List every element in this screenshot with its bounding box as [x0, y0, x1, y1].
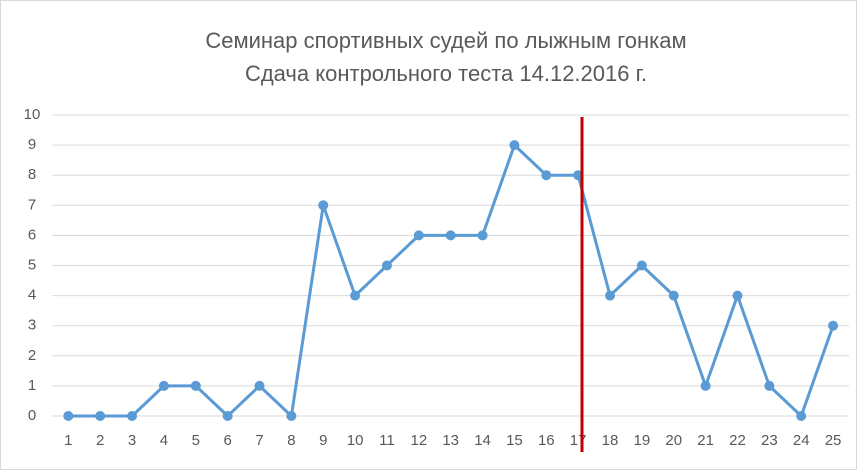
x-tick-label: 25 — [825, 432, 842, 449]
x-tick-label: 2 — [96, 432, 104, 449]
x-tick-label: 19 — [634, 432, 651, 449]
y-tick-label: 8 — [28, 166, 36, 183]
data-point — [668, 290, 679, 301]
y-tick-label: 10 — [24, 106, 41, 123]
data-point — [700, 380, 711, 391]
data-point — [381, 260, 392, 271]
data-point — [445, 230, 456, 241]
data-point — [413, 230, 424, 241]
x-tick-label: 3 — [128, 432, 136, 449]
data-point — [764, 380, 775, 391]
x-tick-label: 21 — [697, 432, 714, 449]
data-point — [732, 290, 743, 301]
data-point — [254, 380, 265, 391]
y-tick-label: 4 — [28, 287, 36, 304]
data-point — [477, 230, 488, 241]
x-tick-label: 13 — [442, 432, 459, 449]
data-point — [63, 411, 74, 421]
x-tick-label: 24 — [793, 432, 810, 449]
x-tick-label: 7 — [255, 432, 263, 449]
data-point — [828, 320, 839, 331]
x-tick-label: 20 — [665, 432, 682, 449]
data-point — [636, 260, 647, 271]
x-tick-label: 23 — [761, 432, 778, 449]
chart-title: Семинар спортивных судей по лыжным гонка… — [205, 28, 686, 53]
x-tick-label: 10 — [347, 432, 364, 449]
x-tick-label: 15 — [506, 432, 523, 449]
y-tick-label: 7 — [28, 196, 36, 213]
x-tick-label: 18 — [602, 432, 619, 449]
x-tick-label: 1 — [64, 432, 72, 449]
data-point — [509, 140, 520, 151]
data-point — [318, 200, 329, 211]
y-tick-label: 0 — [28, 407, 36, 424]
y-tick-label: 3 — [28, 317, 36, 334]
y-tick-label: 2 — [28, 347, 36, 364]
x-tick-label: 14 — [474, 432, 491, 449]
x-tick-label: 5 — [192, 432, 200, 449]
data-point — [286, 411, 297, 421]
x-tick-label: 12 — [410, 432, 427, 449]
x-tick-label: 4 — [160, 432, 168, 449]
data-point — [605, 290, 616, 301]
x-tick-label: 9 — [319, 432, 327, 449]
data-point — [222, 411, 233, 421]
data-point — [127, 411, 138, 421]
y-tick-label: 9 — [28, 136, 36, 153]
chart-subtitle: Сдача контрольного теста 14.12.2016 г. — [245, 61, 647, 86]
data-point — [158, 380, 169, 391]
data-point — [796, 411, 807, 421]
y-tick-label: 5 — [28, 256, 36, 273]
data-point — [350, 290, 361, 301]
x-tick-label: 16 — [538, 432, 555, 449]
data-point — [541, 170, 552, 181]
x-tick-label: 17 — [570, 432, 587, 449]
x-tick-label: 8 — [287, 432, 295, 449]
x-tick-label: 6 — [223, 432, 231, 449]
y-tick-label: 1 — [28, 377, 36, 394]
data-point — [190, 380, 201, 391]
data-point — [95, 411, 106, 421]
x-tick-label: 11 — [379, 432, 395, 449]
y-tick-label: 6 — [28, 226, 36, 243]
x-tick-label: 22 — [729, 432, 746, 449]
